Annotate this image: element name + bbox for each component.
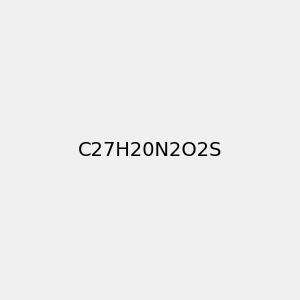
Text: C27H20N2O2S: C27H20N2O2S: [78, 140, 222, 160]
